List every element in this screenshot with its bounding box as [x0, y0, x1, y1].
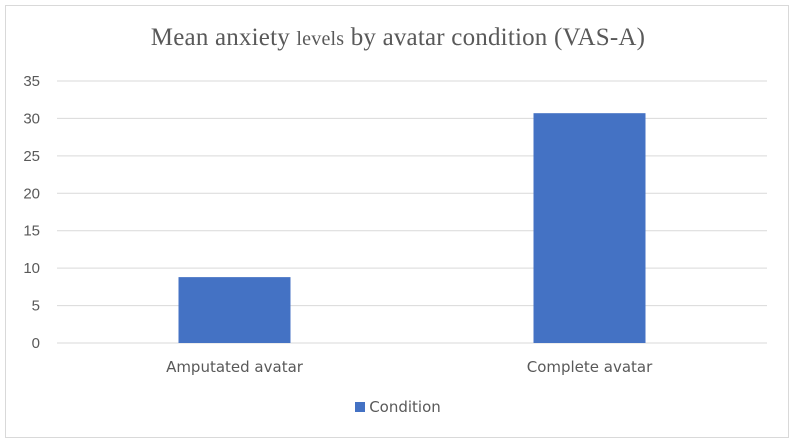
title-part-2: levels: [296, 28, 345, 50]
x-category-label: Amputated avatar: [166, 358, 304, 376]
y-tick-label: 30: [23, 110, 40, 127]
y-tick-label: 0: [32, 335, 40, 352]
y-tick-label: 15: [23, 223, 40, 240]
title-part-3: by avatar condition (VAS-A): [344, 24, 646, 51]
x-category-label: Complete avatar: [527, 358, 653, 376]
bar: [533, 113, 646, 343]
y-tick-label: 35: [23, 73, 40, 90]
title-part-1: Mean anxiety: [150, 24, 297, 51]
chart-frame: [5, 5, 789, 438]
chart-title: Mean anxiety levels by avatar condition …: [0, 24, 796, 52]
bar: [178, 277, 291, 343]
y-tick-label: 5: [32, 298, 40, 315]
legend: Condition: [0, 398, 796, 416]
y-tick-label: 10: [23, 260, 40, 277]
y-tick-label: 20: [23, 185, 40, 202]
legend-swatch-condition: [355, 402, 366, 412]
y-tick-label: 25: [23, 148, 40, 165]
legend-label-condition: Condition: [369, 398, 441, 416]
